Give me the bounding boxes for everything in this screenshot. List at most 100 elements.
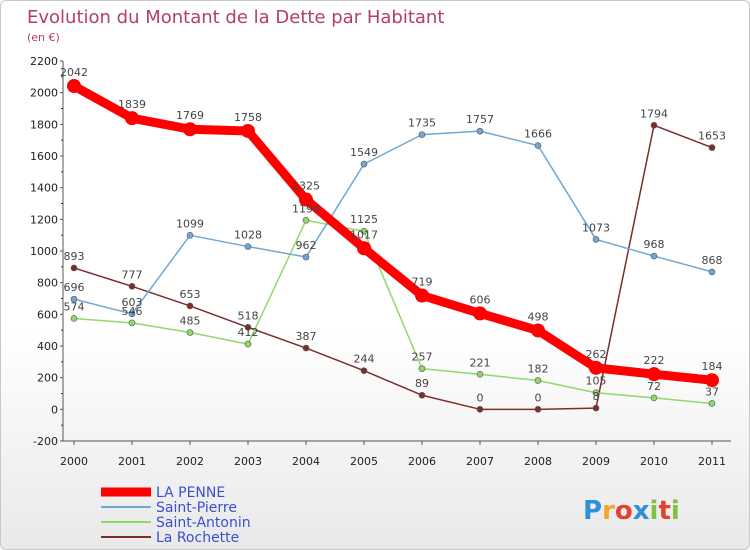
data-label: 1758 (234, 111, 262, 124)
series-point (302, 216, 310, 224)
chart-subtitle: (en €) (27, 31, 60, 44)
x-tick-label: 2002 (176, 455, 204, 468)
series-point (128, 310, 136, 318)
x-tick-label: 2000 (60, 455, 88, 468)
y-tick-label: 2000 (30, 87, 58, 100)
data-label: 1653 (698, 130, 726, 143)
series-point (299, 192, 313, 207)
series-point (476, 406, 484, 413)
data-label: 546 (122, 305, 143, 318)
data-label: 498 (528, 310, 549, 323)
x-tick-label: 2003 (234, 455, 262, 468)
data-labels: 893 777 653 518 387 244 89 0 0 8 1794 1653 574 546 485… (60, 66, 726, 404)
legend-label: Saint-Antonin (156, 515, 251, 531)
data-label: 1028 (234, 229, 262, 242)
series-lines (67, 79, 719, 413)
series-point (418, 391, 426, 399)
y-tick-label: 200 (37, 372, 58, 385)
data-label: 1769 (176, 109, 204, 122)
series-point (534, 142, 542, 149)
data-label: 412 (238, 326, 259, 339)
data-label: 2042 (60, 66, 88, 79)
series-point (418, 131, 426, 138)
y-tick-label: 1000 (30, 245, 58, 258)
series-point (128, 319, 136, 327)
y-tick-label: 1400 (30, 182, 58, 195)
series-point (186, 302, 194, 310)
x-tick-label: 2005 (350, 455, 378, 468)
data-label: 8 (593, 390, 600, 403)
data-label: 518 (238, 309, 259, 322)
series-point (125, 111, 139, 126)
series-point (589, 360, 603, 375)
series-point (70, 315, 78, 322)
data-label: 868 (702, 254, 723, 267)
data-label: 89 (415, 377, 429, 390)
series-point (302, 253, 310, 261)
x-tick-label: 2006 (408, 455, 436, 468)
data-label: 1194 (292, 202, 320, 215)
x-tick-label: 2008 (524, 455, 552, 468)
legend-label: La Rochette (156, 530, 239, 546)
series-line-2 (73, 219, 713, 405)
data-label: 1757 (466, 113, 494, 126)
series-point (360, 367, 368, 375)
series-point (70, 295, 78, 303)
y-tick-label: 1200 (30, 213, 58, 226)
data-label: 1325 (292, 180, 320, 193)
x-tick-label: 2011 (698, 455, 726, 468)
series-line-0 (69, 81, 717, 385)
data-label: 1099 (176, 217, 204, 230)
logo-text: Proxiti (583, 496, 680, 526)
data-label: 962 (296, 239, 317, 252)
data-label: 1666 (524, 128, 552, 141)
series-point (531, 323, 545, 338)
y-tick-label: 2200 (30, 55, 58, 68)
series-point (592, 389, 600, 397)
data-label: 1017 (350, 228, 378, 241)
series-point (708, 268, 716, 276)
data-label: 1549 (350, 146, 378, 159)
series-line-3 (73, 124, 713, 411)
series-point (476, 127, 484, 135)
data-label: 696 (64, 281, 85, 294)
series-point (186, 232, 194, 239)
series-line-1 (73, 130, 713, 315)
series-point (473, 306, 487, 321)
series-point (241, 123, 255, 138)
data-label: 105 (586, 375, 607, 388)
data-label: 184 (702, 360, 723, 373)
series-point (708, 144, 716, 151)
data-label: 1794 (640, 107, 668, 120)
data-label: 603 (122, 296, 143, 309)
data-label: 893 (64, 250, 85, 263)
data-label: 1073 (582, 221, 610, 234)
series-point (650, 394, 658, 402)
series-point (67, 79, 81, 94)
series-point (647, 367, 661, 382)
data-label: 777 (122, 268, 143, 281)
series-point (302, 344, 310, 352)
data-label: 0 (477, 391, 484, 404)
x-tick-label: 2001 (118, 455, 146, 468)
series-point (534, 377, 542, 384)
series-point (70, 264, 78, 272)
legend-label: LA PENNE (156, 485, 225, 501)
data-label: 1125 (350, 213, 378, 226)
y-tick-label: -200 (33, 435, 58, 448)
y-tick-label: 0 (51, 403, 58, 416)
data-label: 222 (644, 354, 665, 367)
data-label: 72 (647, 380, 661, 393)
data-label: 244 (354, 353, 375, 366)
x-tick-label: 2009 (582, 455, 610, 468)
axes: -200020040060080010001200140016001800200… (30, 55, 731, 468)
series-point (128, 283, 136, 290)
x-tick-label: 2004 (292, 455, 320, 468)
y-tick-label: 600 (37, 308, 58, 321)
data-label: 1839 (118, 98, 146, 111)
data-label: 606 (470, 293, 491, 306)
series-point (244, 340, 252, 348)
